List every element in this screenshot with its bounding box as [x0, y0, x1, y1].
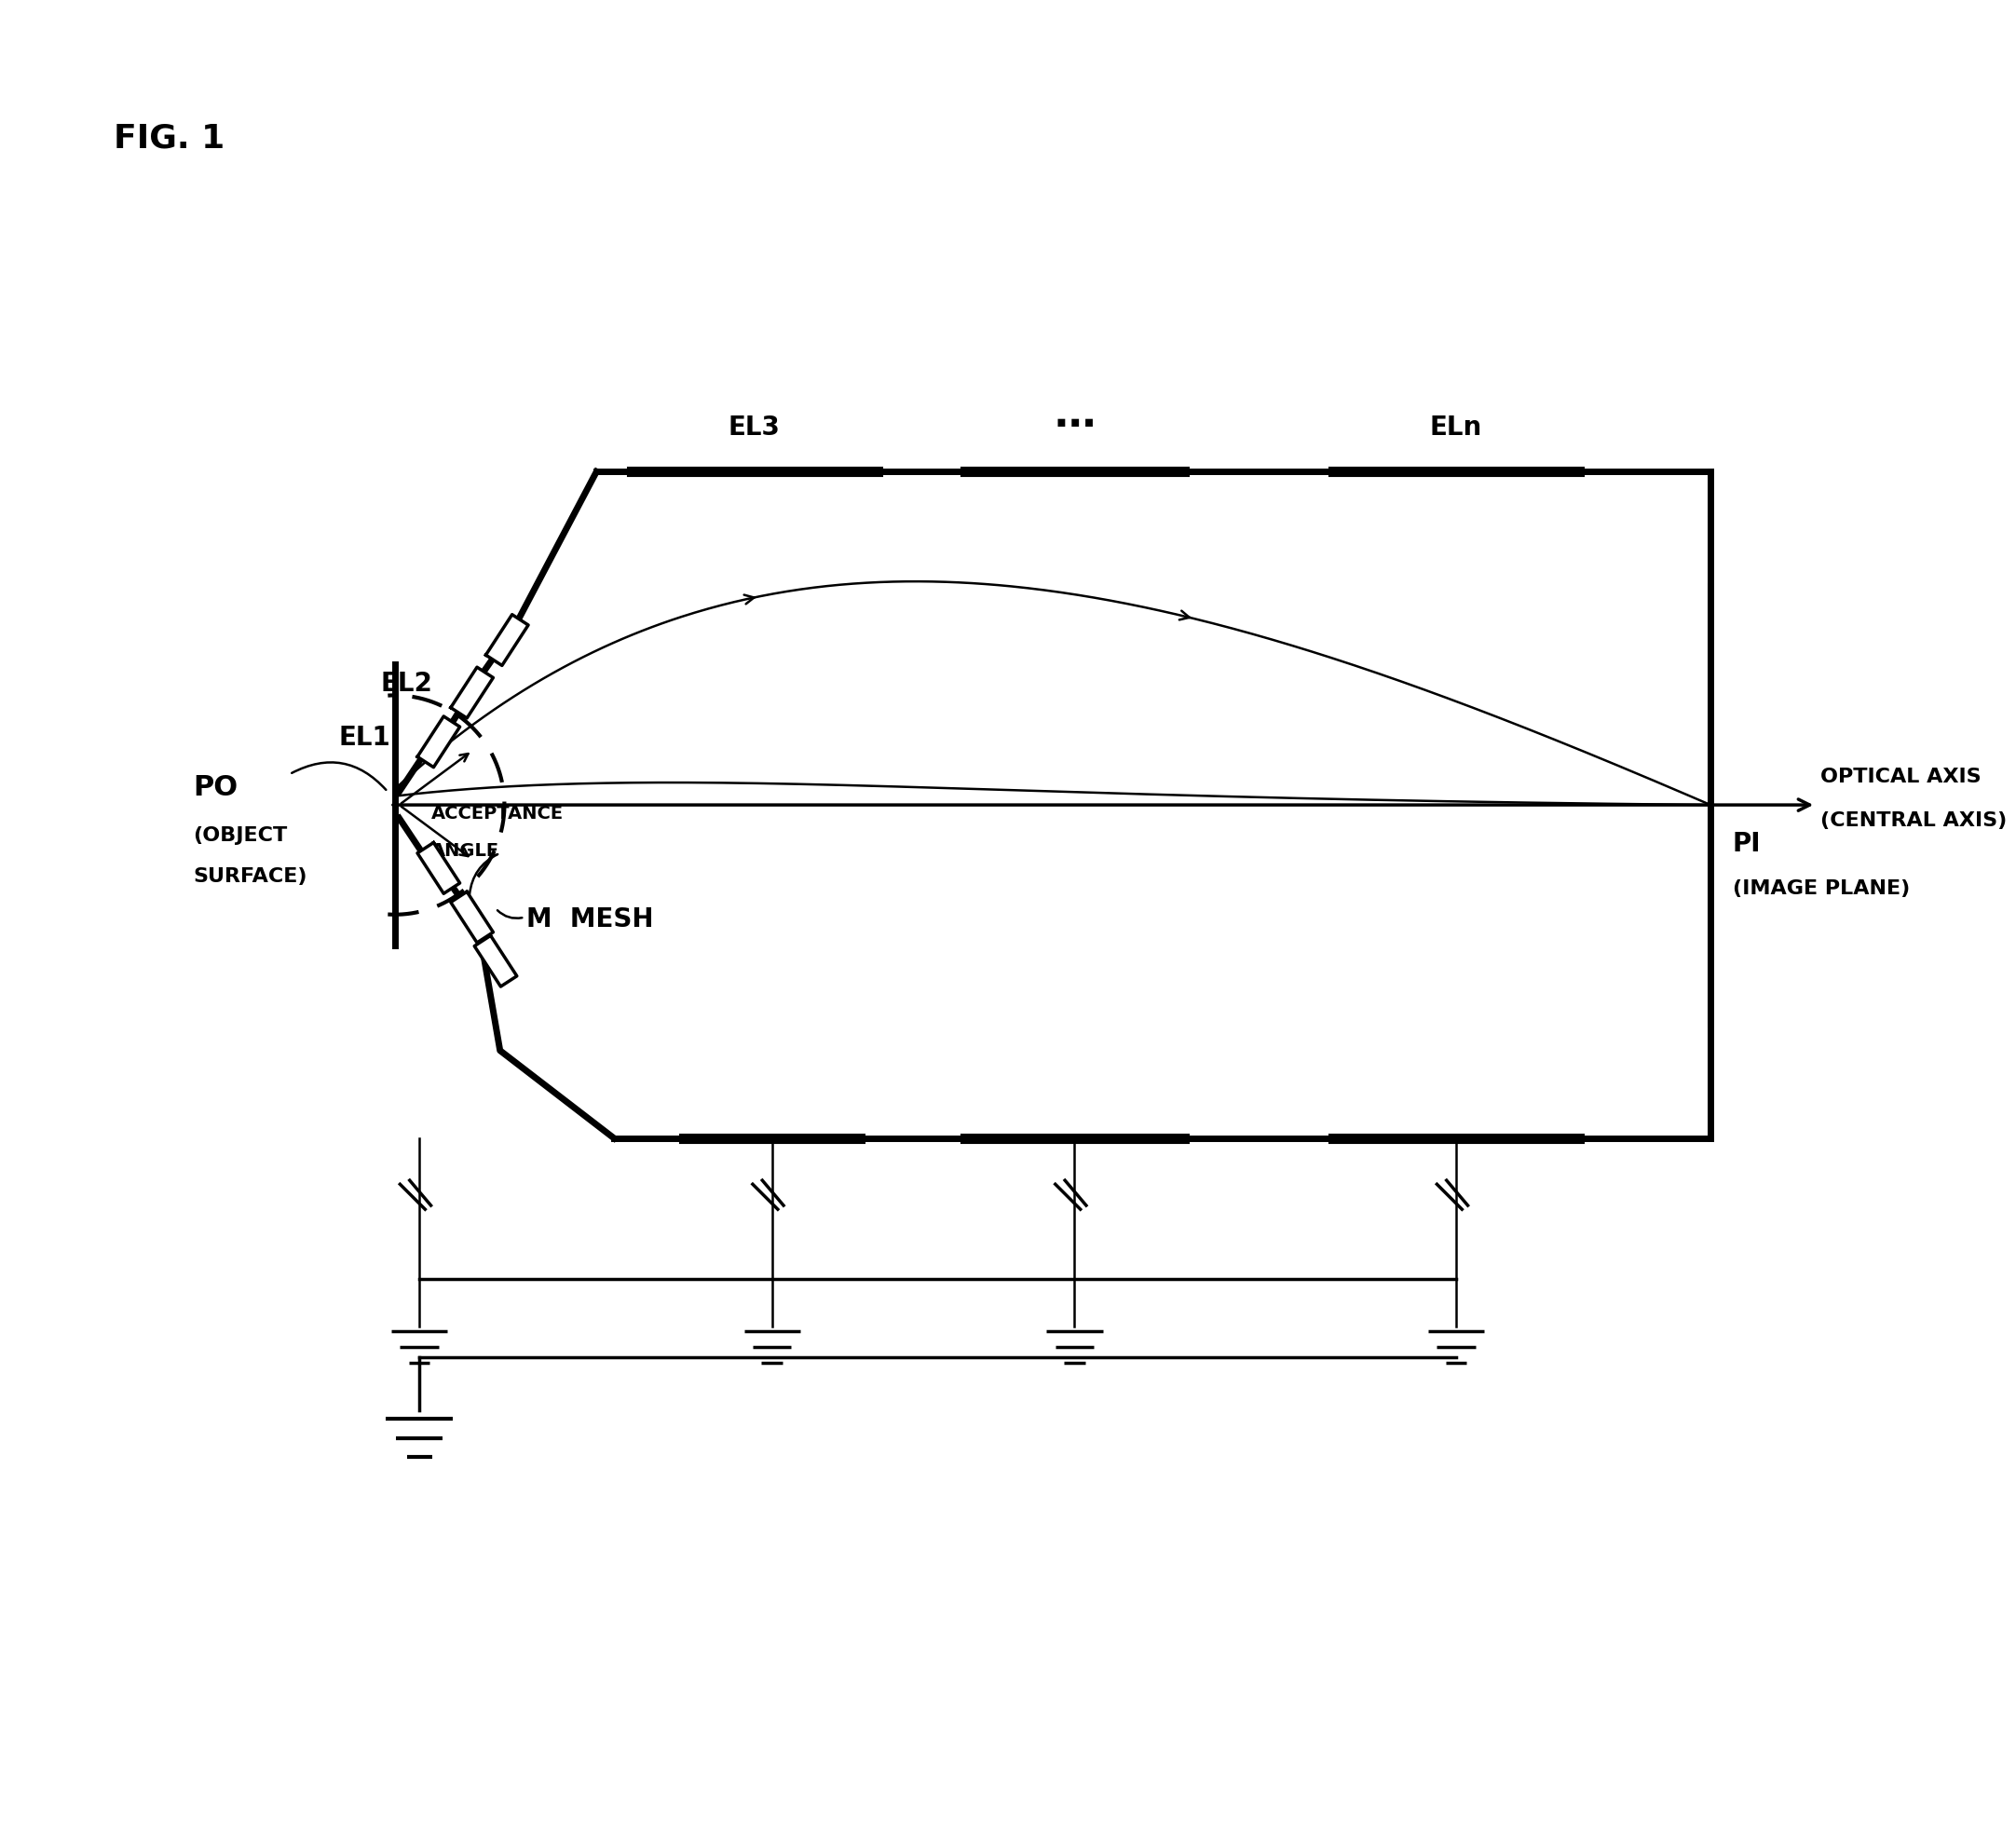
Polygon shape	[452, 891, 494, 942]
Polygon shape	[486, 614, 528, 665]
Text: SURFACE): SURFACE)	[194, 868, 306, 886]
Polygon shape	[417, 716, 460, 767]
Text: ACCEPTANCE: ACCEPTANCE	[431, 804, 564, 822]
Text: FIG. 1: FIG. 1	[115, 122, 226, 155]
Text: (IMAGE PLANE): (IMAGE PLANE)	[1732, 879, 1909, 897]
Text: EL1: EL1	[339, 724, 391, 751]
Text: ⋯: ⋯	[1054, 405, 1095, 445]
Text: (CENTRAL AXIS): (CENTRAL AXIS)	[1820, 811, 2006, 829]
Text: ANGLE: ANGLE	[431, 842, 500, 859]
Text: (OBJECT: (OBJECT	[194, 826, 288, 844]
Polygon shape	[452, 667, 494, 718]
Text: EL3: EL3	[728, 416, 780, 441]
Text: M  MESH: M MESH	[526, 906, 653, 932]
Polygon shape	[417, 842, 460, 893]
Text: PI: PI	[1732, 831, 1760, 857]
Text: PO: PO	[194, 775, 238, 800]
Text: OPTICAL AXIS: OPTICAL AXIS	[1820, 767, 1982, 786]
Text: EL2: EL2	[381, 671, 433, 696]
Polygon shape	[474, 935, 516, 986]
Text: ELn: ELn	[1429, 416, 1482, 441]
